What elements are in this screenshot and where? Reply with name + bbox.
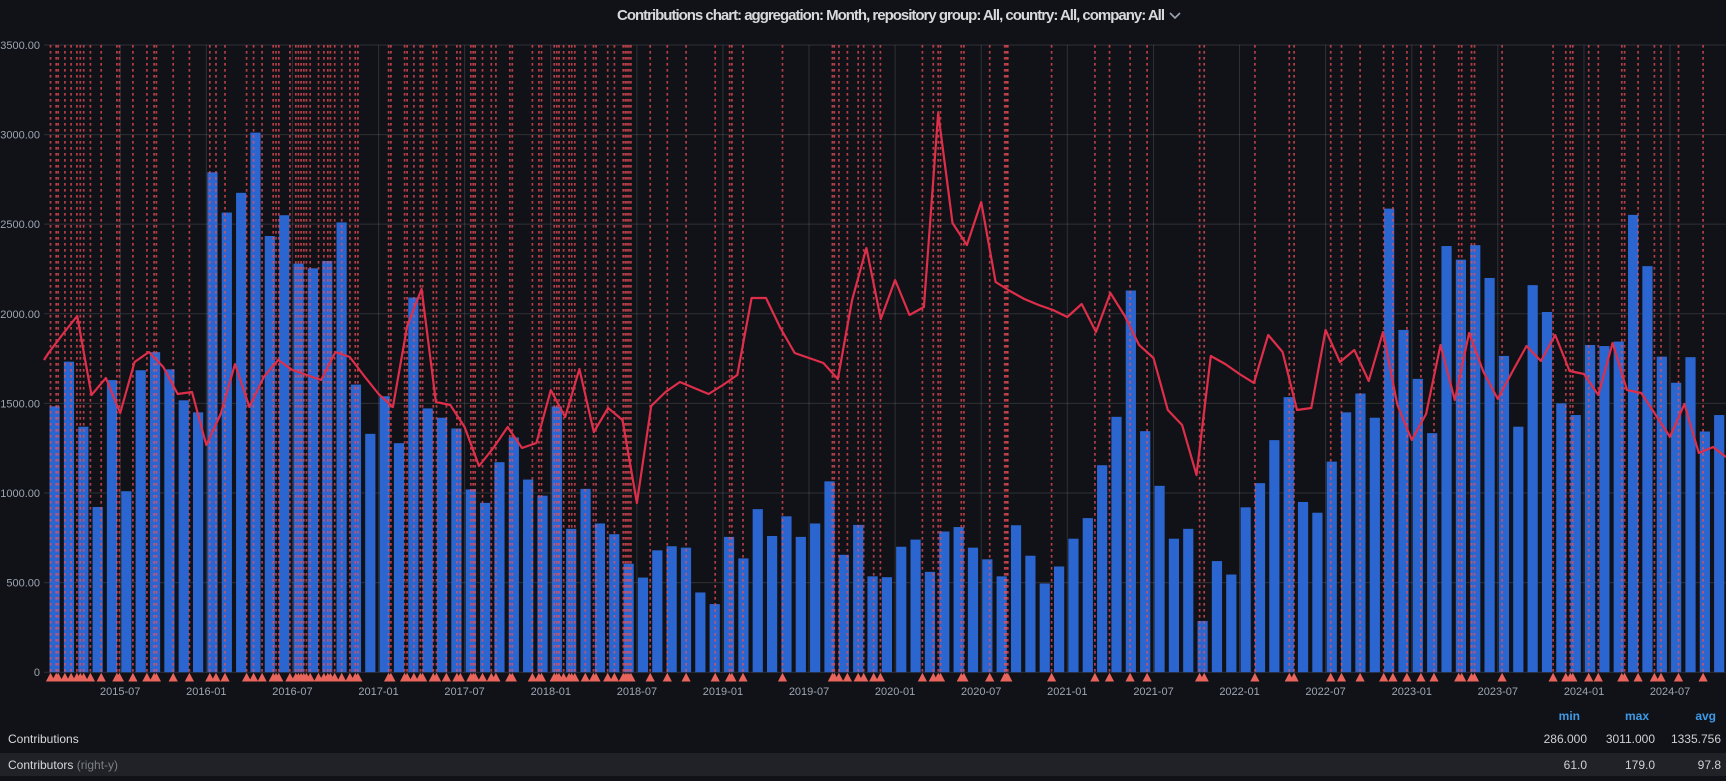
svg-text:2021-01: 2021-01 — [1047, 686, 1087, 698]
svg-text:2021-07: 2021-07 — [1133, 686, 1173, 698]
svg-text:3011.000: 3011.000 — [1606, 732, 1655, 746]
svg-text:61.0: 61.0 — [1564, 758, 1588, 772]
svg-text:2016-01: 2016-01 — [186, 686, 226, 698]
svg-text:97.8: 97.8 — [1698, 758, 1722, 772]
svg-text:max: max — [1625, 709, 1649, 723]
svg-text:2017-01: 2017-01 — [358, 686, 398, 698]
svg-text:2019-01: 2019-01 — [703, 686, 743, 698]
svg-text:Contributions: Contributions — [8, 732, 79, 746]
svg-text:2022-07: 2022-07 — [1305, 686, 1345, 698]
svg-text:2018-07: 2018-07 — [617, 686, 657, 698]
svg-text:3000.00: 3000.00 — [0, 130, 40, 142]
svg-text:2500.00: 2500.00 — [0, 219, 40, 231]
svg-text:2016-07: 2016-07 — [272, 686, 312, 698]
svg-text:2017-07: 2017-07 — [444, 686, 484, 698]
svg-text:1335.756: 1335.756 — [1671, 732, 1721, 746]
svg-text:Contributors (right-y): Contributors (right-y) — [8, 758, 118, 772]
svg-text:2022-01: 2022-01 — [1219, 686, 1259, 698]
svg-text:2024-01: 2024-01 — [1564, 686, 1604, 698]
svg-text:2023-07: 2023-07 — [1478, 686, 1518, 698]
svg-text:2020-07: 2020-07 — [961, 686, 1001, 698]
svg-text:avg: avg — [1695, 709, 1716, 723]
svg-text:2000.00: 2000.00 — [0, 309, 40, 321]
svg-text:1000.00: 1000.00 — [0, 488, 40, 500]
svg-text:3500.00: 3500.00 — [0, 40, 40, 52]
svg-text:500.00: 500.00 — [6, 578, 40, 590]
svg-text:2024-07: 2024-07 — [1650, 686, 1690, 698]
svg-text:179.0: 179.0 — [1625, 758, 1655, 772]
svg-text:2020-01: 2020-01 — [875, 686, 915, 698]
svg-text:2019-07: 2019-07 — [789, 686, 829, 698]
svg-text:1500.00: 1500.00 — [0, 398, 40, 410]
svg-text:0: 0 — [34, 667, 40, 679]
svg-text:2023-01: 2023-01 — [1392, 686, 1432, 698]
svg-text:2015-07: 2015-07 — [100, 686, 140, 698]
svg-text:Contributions chart: aggregati: Contributions chart: aggregation: Month,… — [617, 7, 1165, 24]
svg-text:2018-01: 2018-01 — [531, 686, 571, 698]
svg-text:286.000: 286.000 — [1544, 732, 1588, 746]
svg-text:min: min — [1559, 709, 1580, 723]
